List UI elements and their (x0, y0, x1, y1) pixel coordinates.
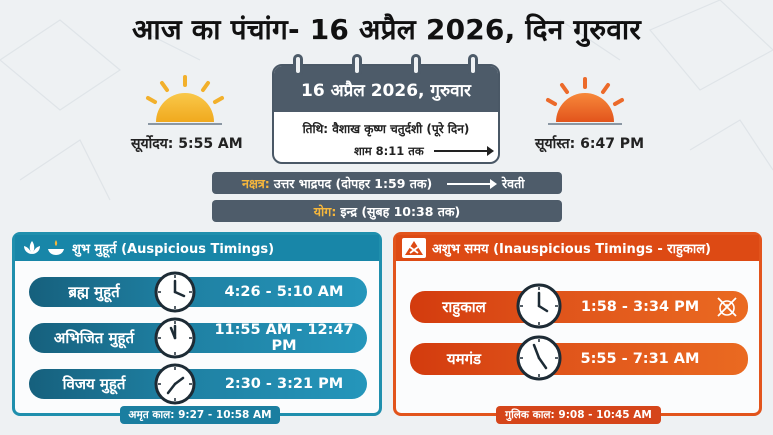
muhurat-time: 2:30 - 3:21 PM (224, 376, 344, 392)
clock-icon (516, 335, 562, 381)
inauspicious-heading-bar: अशुभ समय (Inauspicious Timings - राहुकाल… (396, 235, 759, 261)
gulik-kaal-footer: गुलिक काल: 9:08 - 10:45 AM (496, 406, 661, 424)
inauspicious-panel: अशुभ समय (Inauspicious Timings - राहुकाल… (393, 232, 762, 424)
kaal-time: 1:58 - 3:34 PM (580, 299, 700, 315)
clock-icon (154, 317, 196, 359)
arrow-right-icon (434, 146, 494, 156)
calendar-tithi-until: शाम 8:11 तक (354, 144, 424, 158)
auspicious-row-brahma: ब्रह्म मुहूर्त 4:26 - 5:10 AM (29, 277, 367, 307)
muhurat-name: विजय मुहूर्त (62, 375, 126, 393)
yoga-bar: योग: इन्द्र (सुबह 10:38 तक) (212, 200, 562, 222)
auspicious-heading-bar: शुभ मुहूर्त (Auspicious Timings) (15, 235, 379, 261)
auspicious-panel: शुभ मुहूर्त (Auspicious Timings) ब्रह्म … (12, 232, 382, 424)
kaal-time: 5:55 - 7:31 AM (580, 351, 700, 367)
diya-icon (48, 240, 64, 255)
sunset-icon (546, 77, 624, 125)
inauspicious-row-rahukaal: राहुकाल 1:58 - 3:34 PM (410, 291, 748, 323)
calendar-card: 16 अप्रैल 2026, गुरुवार तिथि: वैशाख कृष्… (272, 64, 500, 164)
warning-icon (402, 238, 426, 258)
clock-icon (154, 271, 196, 313)
auspicious-row-abhijit: अभिजित मुहूर्त 11:55 AM - 12:47 PM (29, 322, 367, 354)
muhurat-name: ब्रह्म मुहूर्त (68, 283, 120, 301)
calendar-ring-icon (411, 54, 421, 76)
kaal-name: यमगंड (446, 350, 482, 368)
calendar-tithi: तिथि: वैशाख कृष्ण चतुर्दशी (पूरे दिन) (302, 122, 470, 136)
nakshatra-bar: नक्षत्र: उत्तर भाद्रपद (दोपहर 1:59 तक) र… (212, 172, 562, 194)
calendar-ring-icon (293, 54, 303, 76)
inauspicious-row-yamaganda: यमगंड 5:55 - 7:31 AM (410, 343, 748, 375)
nakshatra-value: उत्तर भाद्रपद (दोपहर 1:59 तक) (273, 175, 433, 191)
page-title: आज का पंचांग- 16 अप्रैल 2026, दिन गुरुवा… (132, 13, 641, 46)
muhurat-time: 11:55 AM - 12:47 PM (214, 322, 354, 354)
inauspicious-heading: अशुभ समय (Inauspicious Timings - राहुकाल… (432, 242, 712, 257)
arrow-right-icon (447, 179, 497, 189)
kaal-name: राहुकाल (442, 298, 486, 316)
lotus-icon (24, 241, 40, 254)
calendar-date: 16 अप्रैल 2026, गुरुवार (274, 66, 498, 112)
sunrise-label: सूर्योदय: 5:55 AM (131, 136, 243, 152)
auspicious-row-vijay: विजय मुहूर्त 2:30 - 3:21 PM (29, 369, 367, 399)
nakshatra-next: रेवती (502, 175, 525, 191)
clock-icon (154, 363, 196, 405)
calendar-ring-icon (352, 54, 362, 76)
muhurat-name: अभिजित मुहूर्त (53, 329, 135, 347)
clock-icon (516, 283, 562, 329)
nakshatra-key: नक्षत्र: (242, 175, 270, 191)
calendar-ring-icon (468, 54, 478, 76)
no-clock-icon (717, 297, 737, 317)
amrit-kaal-footer: अमृत काल: 9:27 - 10:58 AM (120, 406, 280, 424)
muhurat-time: 4:26 - 5:10 AM (224, 284, 344, 300)
yoga-value: इन्द्र (सुबह 10:38 तक) (340, 203, 461, 219)
sunrise-icon (146, 75, 224, 125)
sunset-label: सूर्यास्त: 6:47 PM (535, 136, 644, 152)
auspicious-heading: शुभ मुहूर्त (Auspicious Timings) (72, 242, 275, 257)
yoga-key: योग: (313, 203, 337, 219)
